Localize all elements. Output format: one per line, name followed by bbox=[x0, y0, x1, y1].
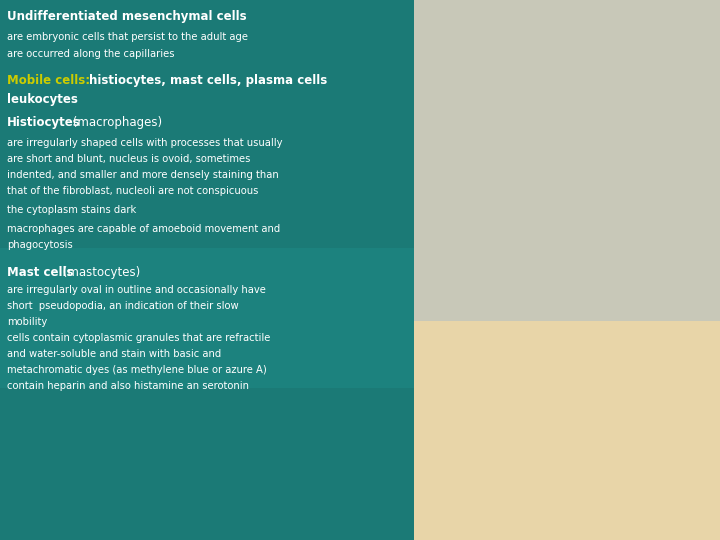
Text: leukocytes: leukocytes bbox=[7, 93, 78, 106]
Text: cells contain cytoplasmic granules that are refractile: cells contain cytoplasmic granules that … bbox=[7, 333, 271, 343]
Text: metachromatic dyes (as methylene blue or azure A): metachromatic dyes (as methylene blue or… bbox=[7, 365, 267, 375]
Text: (mastocytes): (mastocytes) bbox=[59, 266, 140, 279]
Text: indented, and smaller and more densely staining than: indented, and smaller and more densely s… bbox=[7, 170, 279, 180]
Text: short  pseudopodia, an indication of their slow: short pseudopodia, an indication of thei… bbox=[7, 301, 239, 311]
Text: that of the fibroblast, nucleoli are not conspicuous: that of the fibroblast, nucleoli are not… bbox=[7, 186, 258, 196]
Bar bbox=[414, 0, 720, 321]
Bar bbox=[414, 321, 720, 540]
Text: Undifferentiated mesenchymal cells: Undifferentiated mesenchymal cells bbox=[7, 10, 247, 23]
Text: are irregularly oval in outline and occasionally have: are irregularly oval in outline and occa… bbox=[7, 285, 266, 295]
Text: phagocytosis: phagocytosis bbox=[7, 240, 73, 250]
Text: are irregularly shaped cells with processes that usually: are irregularly shaped cells with proces… bbox=[7, 138, 283, 148]
Text: are embryonic cells that persist to the adult age: are embryonic cells that persist to the … bbox=[7, 32, 248, 42]
Text: histiocytes, mast cells, plasma cells: histiocytes, mast cells, plasma cells bbox=[89, 74, 328, 87]
Text: Mast cells: Mast cells bbox=[7, 266, 73, 279]
Text: macrophages are capable of amoeboid movement and: macrophages are capable of amoeboid move… bbox=[7, 224, 281, 234]
Text: mobility: mobility bbox=[7, 317, 48, 327]
Text: contain heparin and also histamine an serotonin: contain heparin and also histamine an se… bbox=[7, 381, 249, 391]
Text: Mobile cells:: Mobile cells: bbox=[7, 74, 94, 87]
Text: the cytoplasm stains dark: the cytoplasm stains dark bbox=[7, 205, 137, 215]
Text: and water-soluble and stain with basic and: and water-soluble and stain with basic a… bbox=[7, 349, 222, 359]
Text: are occurred along the capillaries: are occurred along the capillaries bbox=[7, 49, 175, 59]
Text: (macrophages): (macrophages) bbox=[69, 116, 162, 129]
Text: are short and blunt, nucleus is ovoid, sometimes: are short and blunt, nucleus is ovoid, s… bbox=[7, 154, 251, 164]
Bar bbox=[0, 248, 414, 388]
Text: Histiocytes: Histiocytes bbox=[7, 116, 81, 129]
